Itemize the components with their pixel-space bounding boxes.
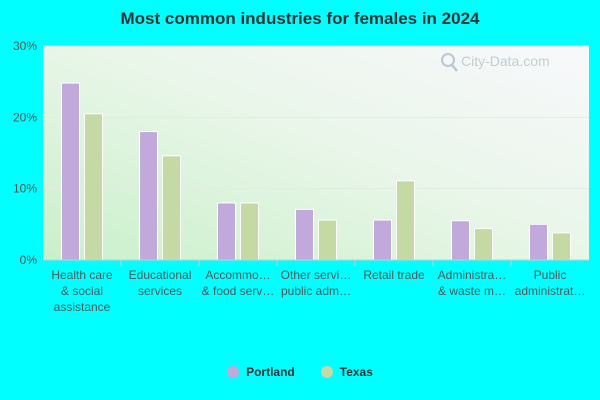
bar-texas-0[interactable] (84, 113, 103, 261)
bar-portland-2[interactable] (217, 202, 236, 261)
bar-texas-5[interactable] (474, 228, 493, 261)
bar-texas-2[interactable] (240, 202, 259, 261)
legend-item-portland: Portland (227, 365, 295, 379)
bar-portland-4[interactable] (373, 219, 392, 261)
x-tick-label-line: & social (61, 284, 103, 298)
x-tick-label-line: services (138, 284, 182, 298)
chart-legend: Portland Texas (0, 365, 600, 379)
x-tick-label-line: public adm… (281, 284, 351, 298)
legend-label-portland: Portland (246, 365, 295, 379)
bar-portland-0[interactable] (61, 82, 80, 261)
legend-label-texas: Texas (339, 365, 373, 379)
x-tick-label: Accommo… & food serv… (202, 268, 275, 298)
magnifier-icon (441, 53, 455, 67)
legend-swatch-texas (320, 366, 333, 378)
x-tick-label: Public administrat… (515, 268, 586, 298)
x-tick-label: Educational services (129, 268, 192, 298)
bar-texas-3[interactable] (318, 219, 337, 261)
bar-portland-1[interactable] (139, 131, 158, 261)
x-tick-label-line: & food serv… (202, 284, 275, 298)
x-tick-label-line: Public (534, 268, 567, 282)
bar-portland-3[interactable] (295, 208, 314, 261)
x-tick-label-line: assistance (54, 300, 111, 314)
y-tick-label: 10% (13, 182, 37, 196)
chart-title: Most common industries for females in 20… (120, 9, 480, 28)
legend-item-texas: Texas (320, 365, 373, 379)
x-tick-label: Health care & social assistance (51, 268, 113, 314)
watermark-text: City-Data.com (461, 53, 550, 69)
x-tick-label-line: Retail trade (363, 268, 425, 282)
bar-portland-5[interactable] (451, 220, 470, 261)
magnifier-handle (451, 64, 458, 72)
bar-texas-6[interactable] (552, 232, 571, 261)
bar-texas-4[interactable] (396, 180, 415, 261)
y-tick-label: 30% (13, 39, 37, 53)
bar-portland-6[interactable] (529, 223, 548, 261)
x-tick-label-line: Educational (129, 268, 192, 282)
legend-swatch-portland (227, 366, 240, 378)
watermark: City-Data.com (441, 53, 550, 72)
y-tick-label: 0% (20, 253, 38, 267)
x-tick-label: Other servi… public adm… (281, 268, 352, 298)
bar-texas-1[interactable] (162, 155, 181, 261)
x-tick-label-line: Administra… (438, 268, 507, 282)
x-tick-label: Administra… & waste m… (438, 268, 507, 298)
x-tick-label-line: administrat… (515, 284, 586, 298)
x-tick-label-line: Other servi… (281, 268, 352, 282)
x-tick-label-line: Health care (51, 268, 113, 282)
x-tick-label-line: & waste m… (438, 284, 506, 298)
plot-area (43, 46, 589, 260)
y-tick-label: 20% (13, 110, 37, 124)
x-tick-label: Retail trade (363, 268, 425, 282)
x-tick-label-line: Accommo… (205, 268, 270, 282)
